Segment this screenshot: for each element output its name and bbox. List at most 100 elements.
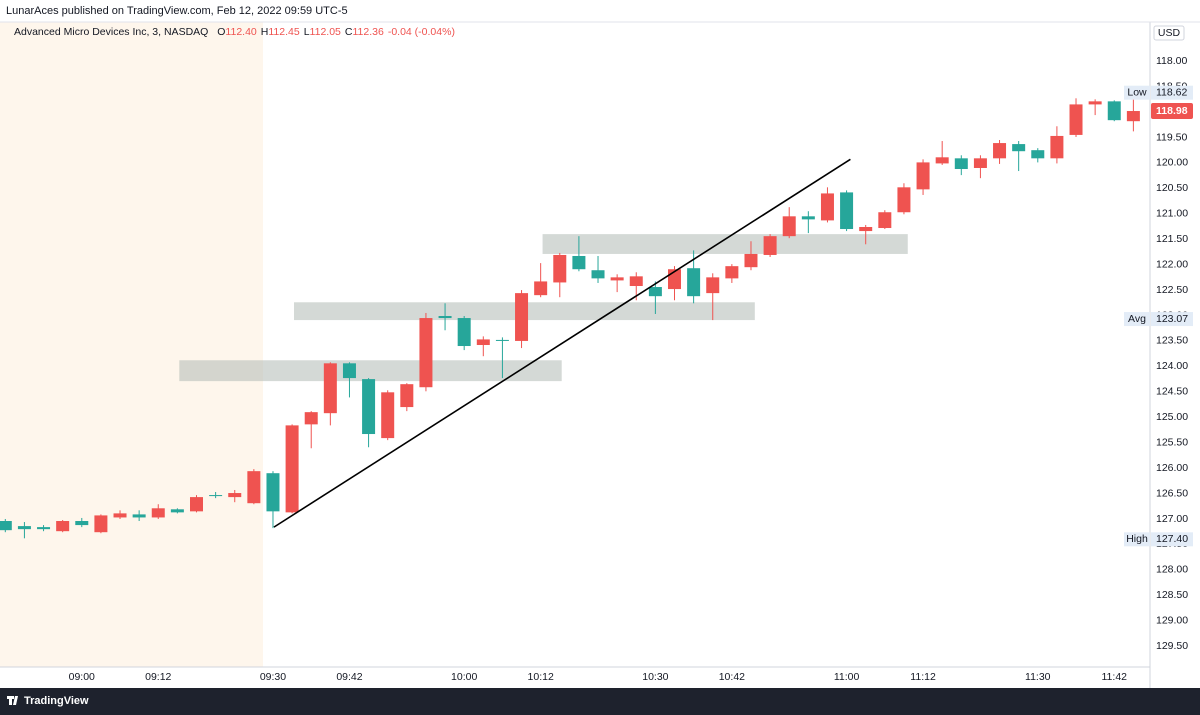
candle-body: [610, 277, 624, 281]
y-tick-label: 122.00: [1156, 258, 1188, 270]
plot-area: [0, 97, 1140, 539]
candle-body: [304, 412, 318, 425]
candle-body: [801, 216, 815, 220]
y-tick-label: 126.00: [1156, 462, 1188, 474]
marker-value-box: [1151, 85, 1193, 100]
zone: [542, 234, 908, 254]
candle-body: [859, 226, 873, 232]
marker-value: 123.07: [1156, 313, 1188, 325]
y-tick-label: 125.50: [1156, 436, 1188, 448]
candle-body: [553, 254, 567, 283]
candle-body: [17, 526, 31, 530]
y-tick-label: 123.50: [1156, 335, 1188, 347]
candle-body: [56, 521, 70, 532]
change: -0.04 (-0.04%): [388, 26, 455, 38]
trend-line: [273, 158, 851, 528]
candle-body: [170, 509, 184, 513]
candle-body: [993, 143, 1007, 159]
marker-value-box: [1151, 312, 1193, 327]
y-tick-label: 118.00: [1156, 55, 1187, 67]
candle-body: [419, 318, 433, 388]
ohlc-value: 112.05: [310, 26, 341, 38]
marker-name-box: [1124, 532, 1150, 547]
marker-name: Avg: [1128, 313, 1146, 325]
marker-value: 127.40: [1156, 533, 1188, 545]
x-tick-label: 10:00: [451, 671, 477, 683]
candle-body: [190, 497, 203, 512]
candle-body: [266, 473, 280, 512]
candle-body: [648, 287, 662, 297]
candle-body: [687, 268, 701, 297]
candle-body: [1050, 135, 1064, 159]
candle-body: [782, 216, 796, 237]
y-tick-label: 128.00: [1156, 564, 1188, 576]
ohlc-label: L: [304, 26, 310, 38]
candle-body: [323, 363, 337, 414]
candle-body: [132, 514, 146, 518]
ohlc-label: O: [217, 26, 225, 38]
candle-body: [362, 379, 376, 435]
candle-body: [763, 236, 777, 255]
y-tick-label: 121.00: [1156, 208, 1188, 220]
candle-body: [820, 193, 834, 221]
candle-body: [1126, 111, 1140, 122]
candle-body: [495, 339, 509, 341]
candle-body: [400, 384, 414, 408]
candle-body: [342, 363, 356, 379]
candle-body: [1012, 144, 1026, 152]
x-tick-label: 09:00: [69, 671, 95, 683]
y-tick-label: 126.50: [1156, 487, 1188, 499]
candle-body: [840, 192, 854, 230]
ohlc-value: 112.40: [225, 26, 256, 38]
footer-logo: [7, 696, 18, 705]
premarket-shade: [0, 22, 263, 667]
candle-body: [629, 276, 643, 287]
x-tick-label: 09:12: [145, 671, 171, 683]
marker-name-box: [1124, 312, 1150, 327]
y-tick-label: 121.50: [1156, 233, 1188, 245]
x-tick-label: 09:30: [260, 671, 286, 683]
currency: USD: [1158, 27, 1181, 39]
currency-box: [1153, 25, 1185, 41]
candle-body: [572, 255, 586, 270]
y-tick-label: 119.50: [1156, 131, 1187, 143]
footer-brand: TradingView: [24, 695, 89, 707]
y-tick-label: 124.50: [1156, 386, 1188, 398]
candle-body: [534, 281, 548, 296]
marker-name: Low: [1127, 86, 1147, 98]
last-price: 118.98: [1156, 105, 1188, 117]
x-tick-label: 10:30: [642, 671, 668, 683]
x-tick-label: 11:30: [1025, 671, 1051, 683]
candle-body: [1088, 101, 1102, 105]
y-tick-label: 129.00: [1156, 614, 1188, 626]
candle-body: [591, 270, 605, 279]
ohlc-label: H: [261, 26, 269, 38]
candle-body: [228, 493, 242, 498]
candle-body: [706, 277, 720, 294]
x-tick-label: 11:42: [1102, 671, 1128, 683]
y-tick-label: 125.00: [1156, 411, 1188, 423]
y-tick-label: 124.00: [1156, 360, 1188, 372]
x-tick-label: 11:12: [910, 671, 936, 683]
candle-body: [916, 162, 930, 190]
candle-body: [151, 508, 165, 518]
publish-header: LunarAces published on TradingView.com, …: [6, 5, 348, 17]
marker-name-box: [1124, 85, 1150, 100]
footer-bar: [0, 688, 1200, 715]
candle-body: [744, 253, 758, 268]
symbol-legend: Advanced Micro Devices Inc, 3, NASDAQ O1…: [14, 26, 455, 38]
ohlc-label: C: [345, 26, 353, 38]
candle-body: [457, 318, 471, 347]
candle-body: [75, 521, 89, 526]
candle-body: [1031, 150, 1045, 159]
last-price-box: [1151, 103, 1193, 120]
x-tick-label: 11:00: [834, 671, 860, 683]
candle-body: [285, 425, 299, 513]
y-tick-label: 120.00: [1156, 157, 1188, 169]
marker-value: 118.62: [1156, 86, 1187, 98]
candle-body: [878, 212, 892, 229]
y-tick-label: 128.50: [1156, 589, 1188, 601]
candle-body: [0, 521, 12, 531]
candle-body: [381, 392, 395, 439]
